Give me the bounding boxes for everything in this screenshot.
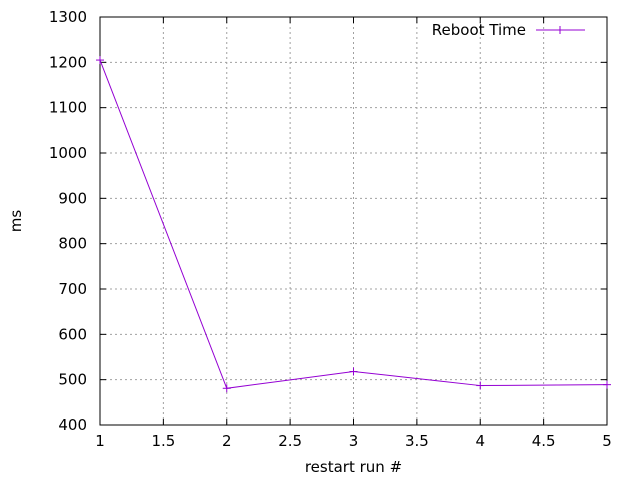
y-tick-label: 1000 bbox=[49, 144, 87, 162]
x-tick-label: 1 bbox=[95, 432, 105, 450]
x-tick-label: 3 bbox=[349, 432, 359, 450]
y-tick-label: 700 bbox=[58, 280, 87, 298]
data-point-marker bbox=[349, 367, 358, 376]
x-tick-label: 1.5 bbox=[151, 432, 175, 450]
series-line bbox=[99, 59, 608, 389]
ticks: 1 1.5 2 2.5 3 3.5 4 4.5 5 400 500 600 700 800 900 1000 1… bbox=[49, 8, 612, 450]
x-tick-label: 2 bbox=[222, 432, 232, 450]
y-tick-label: 1100 bbox=[49, 99, 87, 117]
legend-label: Reboot Time bbox=[432, 21, 526, 39]
legend-marker bbox=[556, 26, 564, 34]
data-point-marker bbox=[222, 384, 231, 393]
y-tick-label: 800 bbox=[58, 235, 87, 253]
data-point-marker bbox=[603, 380, 611, 389]
y-tick-label: 1200 bbox=[49, 53, 87, 71]
y-tick-label: 400 bbox=[58, 416, 87, 434]
x-tick-label: 3.5 bbox=[405, 432, 429, 450]
x-axis-label: restart run # bbox=[305, 458, 402, 476]
x-tick-label: 5 bbox=[602, 432, 612, 450]
data-point-marker bbox=[96, 56, 104, 65]
y-tick-label: 500 bbox=[58, 371, 87, 389]
data-point-marker bbox=[476, 381, 485, 390]
x-tick-label: 4 bbox=[475, 432, 485, 450]
y-tick-label: 900 bbox=[58, 189, 87, 207]
y-axis-label: ms bbox=[7, 210, 25, 233]
x-tick-label: 2.5 bbox=[278, 432, 302, 450]
series-layer bbox=[96, 56, 611, 393]
y-tick-label: 1300 bbox=[49, 8, 87, 26]
grid bbox=[100, 17, 607, 425]
x-tick-label: 4.5 bbox=[532, 432, 556, 450]
y-tick-label: 600 bbox=[58, 325, 87, 343]
legend: Reboot Time bbox=[432, 21, 585, 39]
